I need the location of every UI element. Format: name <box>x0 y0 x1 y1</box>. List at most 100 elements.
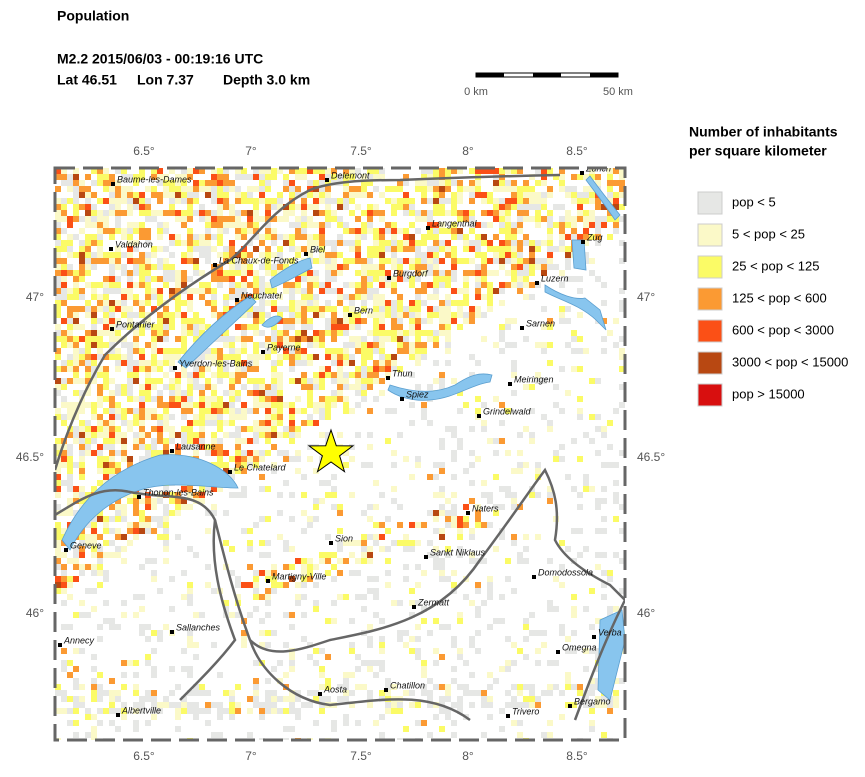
density-cell <box>133 366 139 372</box>
density-cell <box>139 228 145 234</box>
density-cell <box>421 720 427 726</box>
density-cell <box>607 216 613 222</box>
density-cell <box>223 186 229 192</box>
density-cell <box>187 600 193 606</box>
density-cell <box>193 198 199 204</box>
density-cell <box>73 510 79 516</box>
density-cell <box>331 276 337 282</box>
density-cell <box>613 192 619 198</box>
density-cell <box>85 612 91 618</box>
lat-tick-label: 46.5° <box>16 450 44 464</box>
density-cell <box>145 300 151 306</box>
density-cell <box>229 246 235 252</box>
density-cell <box>601 222 607 228</box>
density-cell <box>493 186 499 192</box>
density-cell <box>163 408 169 414</box>
density-cell <box>343 342 349 348</box>
density-cell <box>289 432 295 438</box>
density-cell <box>403 630 409 636</box>
density-cell <box>547 486 553 492</box>
density-cell <box>457 288 463 294</box>
density-cell <box>151 168 157 174</box>
density-cell <box>67 576 73 582</box>
density-cell <box>307 702 313 708</box>
density-cell <box>529 264 535 270</box>
density-cell <box>91 318 97 324</box>
density-cell <box>475 252 481 258</box>
density-cell <box>265 630 271 636</box>
density-cell <box>181 252 187 258</box>
density-cell <box>361 396 367 402</box>
density-cell <box>217 198 223 204</box>
density-cell <box>181 312 187 318</box>
density-cell <box>205 708 211 714</box>
density-cell <box>235 372 241 378</box>
density-cell <box>607 570 613 576</box>
density-cell <box>133 438 139 444</box>
density-cell <box>589 720 595 726</box>
density-cell <box>235 576 241 582</box>
density-cell <box>181 696 187 702</box>
density-cell <box>103 600 109 606</box>
density-cell <box>541 216 547 222</box>
density-cell <box>517 432 523 438</box>
density-cell <box>463 690 469 696</box>
density-cell <box>505 222 511 228</box>
density-cell <box>127 312 133 318</box>
density-cell <box>211 276 217 282</box>
density-cell <box>367 378 373 384</box>
density-cell <box>451 234 457 240</box>
density-cell <box>331 564 337 570</box>
density-cell <box>151 264 157 270</box>
density-cell <box>403 642 409 648</box>
density-cell <box>415 258 421 264</box>
density-cell <box>91 588 97 594</box>
density-cell <box>529 294 535 300</box>
city-label: Yverdon-les-Bains <box>179 358 253 368</box>
density-cell <box>577 198 583 204</box>
density-cell <box>391 288 397 294</box>
density-cell <box>283 426 289 432</box>
density-cell <box>361 318 367 324</box>
density-cell <box>535 210 541 216</box>
density-cell <box>319 378 325 384</box>
density-cell <box>493 270 499 276</box>
density-cell <box>397 600 403 606</box>
city-label: Martigny-Ville <box>272 571 326 581</box>
density-cell <box>511 702 517 708</box>
density-cell <box>55 300 61 306</box>
density-cell <box>433 558 439 564</box>
density-cell <box>259 630 265 636</box>
density-cell <box>247 210 253 216</box>
density-cell <box>157 360 163 366</box>
density-cell <box>355 654 361 660</box>
density-cell <box>265 258 271 264</box>
density-cell <box>121 198 127 204</box>
density-cell <box>385 306 391 312</box>
density-cell <box>313 402 319 408</box>
density-cell <box>181 390 187 396</box>
density-cell <box>85 306 91 312</box>
lon-tick-label: 6.5° <box>133 144 155 158</box>
density-cell <box>67 312 73 318</box>
density-cell <box>223 306 229 312</box>
density-cell <box>97 480 103 486</box>
density-cell <box>169 318 175 324</box>
density-cell <box>199 216 205 222</box>
density-cell <box>271 366 277 372</box>
density-cell <box>373 324 379 330</box>
density-cell <box>55 258 61 264</box>
density-cell <box>163 438 169 444</box>
density-cell <box>283 432 289 438</box>
density-cell <box>133 264 139 270</box>
density-cell <box>133 336 139 342</box>
density-cell <box>559 240 565 246</box>
density-cell <box>133 612 139 618</box>
density-cell <box>181 282 187 288</box>
density-cell <box>529 432 535 438</box>
density-cell <box>103 570 109 576</box>
density-cell <box>223 198 229 204</box>
city-marker <box>137 495 141 499</box>
density-cell <box>475 264 481 270</box>
density-cell <box>481 294 487 300</box>
